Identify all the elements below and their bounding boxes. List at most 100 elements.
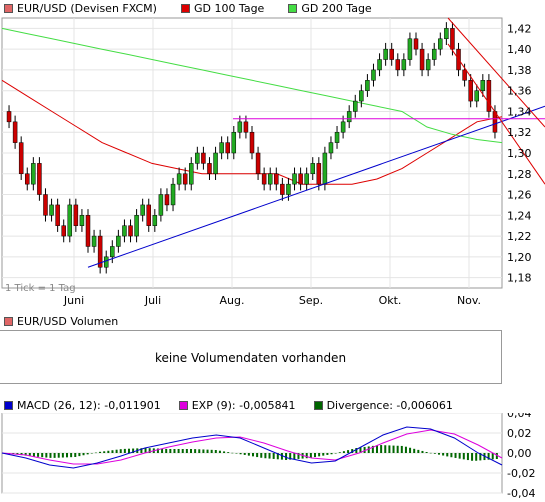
divergence-bar — [90, 453, 93, 454]
divergence-bar — [28, 453, 31, 457]
price-tick-label: 1,20 — [507, 251, 532, 264]
price-tick-label: 1,24 — [507, 209, 532, 222]
divergence-bar — [417, 449, 420, 453]
divergence-bar — [309, 453, 312, 458]
price-axis: 1,42 1,40 1,38 1,36 1,34 1,32 1,30 1,28 1,26 1,24… — [63, 22, 532, 307]
divergence-bar — [495, 453, 498, 459]
divergence-bar — [206, 449, 209, 453]
candle-body — [37, 163, 42, 195]
macd-axis: 0,04 0,02 0,00 -0,02 -0,04 — [507, 413, 535, 500]
date-tick-label: Juni — [63, 294, 84, 307]
price-tick-label: 1,40 — [507, 43, 532, 56]
candle-body — [377, 59, 382, 71]
divergence-bar — [41, 453, 44, 458]
price-tick-label: 1,26 — [507, 189, 532, 202]
candle-body — [25, 173, 30, 185]
divergence-bar — [376, 445, 378, 453]
candle-body — [73, 204, 79, 226]
candle-body — [274, 173, 279, 185]
divergence-bar — [210, 449, 213, 453]
divergence-bar — [433, 453, 436, 454]
candle-body — [207, 163, 212, 175]
candle-body — [18, 142, 24, 175]
candle-body — [110, 246, 115, 258]
price-tick-label: 1,38 — [507, 64, 532, 77]
tick-note: 1 Tick = 1 Tag — [5, 283, 76, 294]
candle-body — [474, 90, 479, 102]
divergence-bar — [479, 453, 482, 461]
divergence-bar — [20, 453, 23, 456]
divergence-bar — [285, 453, 288, 460]
divergence-bar — [181, 449, 184, 453]
candle-body — [395, 59, 401, 71]
legend-label-price: EUR/USD (Devisen FXCM) — [17, 1, 157, 15]
divergence-bar — [429, 452, 432, 454]
legend-swatch-exp — [178, 400, 188, 410]
macd-lines — [1, 426, 503, 469]
macd-chart: 0,04 0,02 0,00 -0,02 -0,04 — [1, 413, 535, 500]
candle-body — [201, 152, 206, 164]
candle-body — [280, 183, 285, 195]
divergence-bar — [70, 453, 73, 458]
divergence-bar — [458, 453, 461, 459]
volume-panel: keine Volumendaten vorhanden — [0, 330, 502, 384]
candle-body — [116, 235, 121, 247]
divergence-bar — [128, 448, 130, 453]
legend-label-gd200: GD 200 Tage — [301, 1, 372, 15]
candle-body — [140, 204, 145, 216]
candle-body — [195, 152, 200, 164]
divergence-bar — [194, 449, 197, 453]
channel-upper-line — [447, 17, 545, 128]
legend-label-macd: MACD (26, 12): -0,011901 — [17, 398, 161, 412]
divergence-bar — [363, 446, 366, 453]
divergence-bar — [173, 449, 176, 453]
candle-body — [462, 69, 467, 81]
candle-body — [346, 111, 352, 123]
candle-body — [128, 225, 133, 237]
divergence-bar — [231, 452, 234, 454]
date-tick-label: Juli — [144, 294, 161, 307]
candle-body — [79, 215, 85, 226]
divergence-bar — [256, 453, 259, 458]
divergence-bar — [471, 453, 474, 461]
divergence-bar — [111, 450, 114, 453]
divergence-bar — [272, 453, 275, 459]
divergence-bar — [53, 453, 56, 458]
divergence-bar — [239, 453, 242, 455]
divergence-bar — [413, 448, 416, 453]
divergence-bar — [132, 448, 135, 453]
divergence-bar — [305, 453, 308, 459]
divergence-bar — [371, 445, 374, 453]
divergence-bar — [140, 448, 143, 453]
divergence-bar — [78, 453, 81, 457]
divergence-bar — [355, 448, 358, 453]
candle-body — [267, 173, 273, 185]
divergence-bar — [74, 453, 77, 457]
candle-body — [182, 173, 188, 185]
volume-message: keine Volumendaten vorhanden — [154, 351, 347, 365]
divergence-bar — [293, 453, 296, 460]
macd-tick-label: 0,00 — [507, 447, 532, 460]
divergence-bars — [4, 445, 498, 461]
divergence-bar — [165, 448, 168, 453]
candle-body — [231, 131, 237, 154]
divergence-bar — [454, 453, 457, 458]
divergence-bar — [169, 449, 172, 453]
price-grid — [1, 17, 503, 289]
divergence-bar — [396, 445, 399, 453]
candle-body — [146, 204, 151, 226]
candle-body — [468, 80, 473, 102]
candle-body — [67, 204, 73, 237]
candle-body — [97, 235, 103, 268]
divergence-bar — [409, 447, 412, 453]
divergence-bar — [45, 453, 48, 458]
candle-body — [340, 121, 346, 133]
divergence-bar — [268, 453, 271, 459]
divergence-bar — [297, 453, 300, 459]
macd-tick-label: 0,02 — [507, 427, 532, 440]
legend-label-volume: EUR/USD Volumen — [17, 314, 119, 328]
candle-body — [261, 173, 267, 185]
divergence-bar — [223, 451, 226, 453]
divergence-bar — [264, 453, 267, 459]
divergence-bar — [446, 453, 449, 457]
